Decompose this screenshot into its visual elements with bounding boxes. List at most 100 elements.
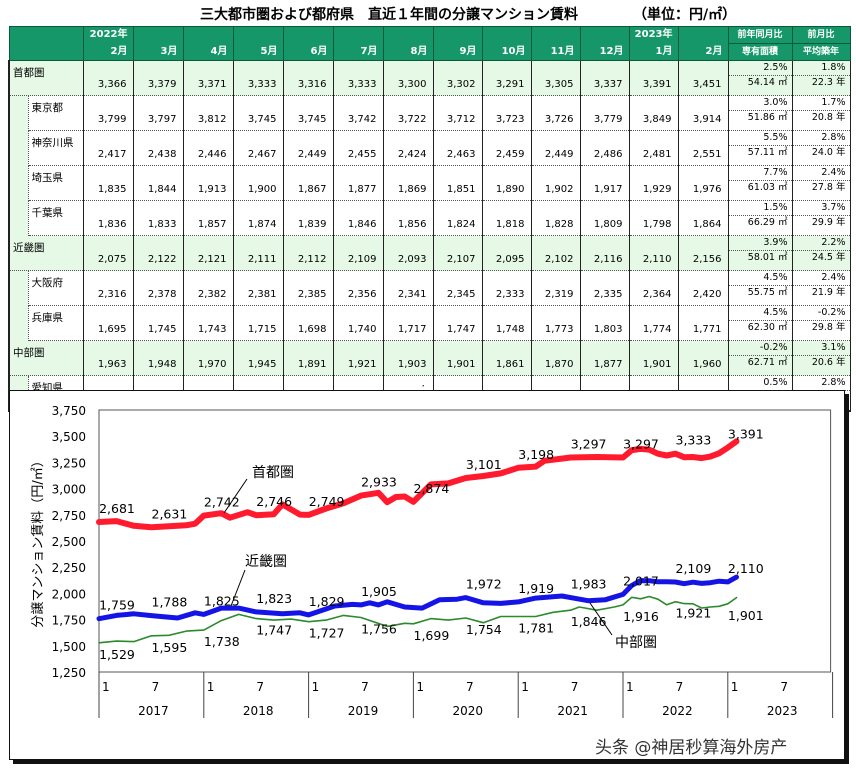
floor-area: 61.03 ㎡ [728,181,792,195]
mom-change: 3.7% [792,201,850,216]
prefecture-name: 兵庫県 [28,305,84,341]
data-label: 3,333 [676,433,712,448]
rent-cell: 3,723 [482,95,532,131]
rent-cell: 2,364 [629,270,679,306]
data-label: 2,874 [414,481,450,496]
table-row: 大阪府 2,316 2,378 2,382 2,381 2,385 2,356 2,341 2,… [8,270,851,306]
month-header: 4月 [182,26,234,61]
floor-area: 62.71 ㎡ [728,356,792,370]
series-name-label: 近畿圏 [245,554,287,570]
yoy-change: 3.9% [728,236,792,251]
region-name: 首都圏 [8,60,84,96]
rent-cell: 1,748 [482,305,532,341]
region-indent [8,95,29,131]
rent-cell: 1,976 [678,165,729,201]
data-label: 1,921 [676,606,712,621]
month-header-year [434,27,477,43]
rent-cell: 1,901 [433,340,483,376]
rent-cell: 2,420 [678,270,729,306]
region-indent [8,165,29,201]
rent-cell: 2,424 [383,130,434,166]
rent-cell: 3,379 [133,60,184,96]
rent-cell: 2,075 [83,235,134,271]
data-label: 1,595 [152,640,188,655]
yoy-change: 3.0% [728,96,792,111]
year-label: 2021 [557,704,588,718]
rent-cell: 2,463 [433,130,483,166]
month-header-month: 7月 [360,46,378,57]
month-header: 2023年 1月 [628,26,679,61]
series-line-3 [98,595,738,644]
month-header: 8月 [382,26,434,61]
x-tick-label: 7 [571,680,579,694]
rent-cell: 1,851 [433,165,483,201]
rent-cell: 3,316 [283,60,334,96]
data-label: 2,017 [623,573,659,588]
year-label: 2017 [138,704,169,718]
rent-cell: 1,824 [433,200,483,236]
data-label: 1,901 [728,608,764,623]
prefecture-name: 神奈川県 [28,130,84,166]
mom-age-cell: 3.1% 20.6 年 [792,340,851,376]
month-header-year [483,27,526,43]
data-label: 1,983 [571,577,607,592]
month-header-year [334,27,378,43]
yoy-area-cell: 4.5% 62.30 ㎡ [728,305,793,341]
month-header-year [284,27,328,43]
rent-cell: 3,797 [133,95,184,131]
table-row: 中部圏 1,963 1,948 1,970 1,945 1,891 1,921 1,903 1,… [8,340,851,376]
month-header-year [184,27,228,43]
average-age: 20.8 年 [792,111,850,125]
rent-cell: 1,970 [183,340,234,376]
y-tick-label: 2,750 [52,509,86,523]
rent-cell: 2,109 [333,235,384,271]
month-header-month: 1月 [655,46,673,57]
data-label: 1,529 [99,647,135,662]
rent-cell: 3,849 [629,95,679,131]
rent-cell: 2,112 [283,235,334,271]
header-row: 専有面積 平均築年 [9,43,851,61]
series-line-2 [96,574,739,622]
table-body: 首都圏 3,366 3,379 3,371 3,333 3,316 3,333 3,300 3,… [8,60,851,412]
rent-cell: 2,356 [333,270,384,306]
data-label: 1,972 [466,577,502,592]
month-header-month: 4月 [210,46,228,57]
rent-cell: 2,121 [183,235,234,271]
rent-cell: 1,833 [133,200,184,236]
average-age: 29.8 年 [792,321,850,335]
rent-cell: 3,291 [482,60,532,96]
data-label: 3,297 [623,436,659,451]
data-label: 2,631 [152,506,188,521]
data-label: 1,823 [256,591,292,606]
yoy-area-cell: 3.0% 51.86 ㎡ [728,95,793,131]
mom-age-cell: 2.2% 24.5 年 [792,235,851,271]
rent-cell: 3,914 [678,95,729,131]
series-name-label: 首都圏 [252,465,294,481]
x-tick-label: 7 [361,680,369,694]
rent-cell: 2,107 [433,235,483,271]
rent-table: 2022年 2月 3月 4月 5月 6月 7月 8月 9月 10月 11月 12月 2023年 1月 2月前… [8,26,851,412]
rent-cell: 3,722 [383,95,434,131]
chart-frame [9,390,845,760]
rent-cell: 3,742 [333,95,384,131]
rent-line-chart: 1,250 1,500 1,750 2,000 2,250 2,500 2,750 3,000… [30,385,834,718]
rent-cell: 1,913 [183,165,234,201]
average-age: 21.9 年 [792,286,850,300]
table-row: 首都圏 3,366 3,379 3,371 3,333 3,316 3,333 3,300 3,… [8,60,851,96]
rent-cell: 1,846 [333,200,384,236]
floor-area: 51.86 ㎡ [728,111,792,125]
month-header: 11月 [530,26,581,61]
leader-line [223,478,248,514]
month-header-month: 3月 [160,46,178,57]
rent-cell: 3,812 [183,95,234,131]
rent-cell: 2,449 [283,130,334,166]
rent-cell: 2,486 [580,130,630,166]
month-header-month: 2月 [110,46,128,57]
rent-cell: 3,712 [433,95,483,131]
rent-cell: 2,551 [678,130,729,166]
rent-cell: 1,877 [580,340,630,376]
table-row: 千葉県 1,836 1,833 1,857 1,874 1,839 1,846 1,856 1,… [8,200,851,236]
rent-cell: 2,459 [482,130,532,166]
rent-cell: 1,747 [433,305,483,341]
data-label: 1,916 [623,609,659,624]
